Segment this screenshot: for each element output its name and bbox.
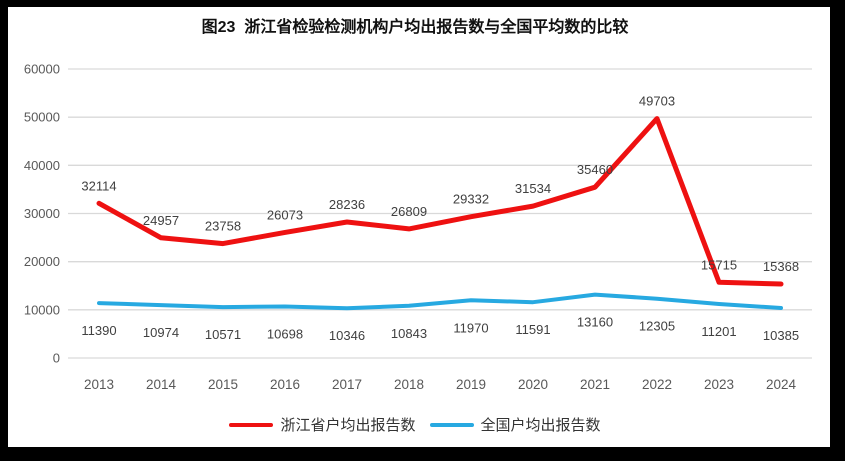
series-line-0	[96, 116, 784, 287]
x-axis-tick-label: 2015	[208, 377, 238, 392]
data-label: 35460	[577, 162, 613, 177]
x-axis-tick-label: 2019	[456, 377, 486, 392]
x-axis-tick-label: 2014	[146, 377, 177, 392]
data-label: 10571	[205, 327, 241, 342]
legend: 浙江省户均出报告数 全国户均出报告数	[0, 414, 830, 435]
y-axis-tick-label: 30000	[24, 206, 60, 221]
x-axis-tick-label: 2013	[84, 377, 114, 392]
data-label: 26073	[267, 207, 303, 222]
y-axis-tick-label: 60000	[24, 62, 60, 77]
data-label: 10346	[329, 328, 365, 343]
legend-label-zhejiang: 浙江省户均出报告数	[280, 417, 416, 434]
data-label: 13160	[577, 315, 613, 330]
x-axis-tick-label: 2018	[394, 377, 424, 392]
y-axis-tick-label: 0	[53, 351, 60, 366]
x-axis-tick-label: 2017	[332, 377, 362, 392]
data-label: 49703	[639, 94, 675, 109]
data-label: 31534	[515, 181, 551, 196]
x-axis-tick-label: 2023	[704, 377, 734, 392]
data-label: 15368	[763, 259, 799, 274]
x-axis-tick-label: 2020	[518, 377, 548, 392]
data-label: 10385	[763, 328, 799, 343]
data-label: 32114	[81, 178, 116, 193]
data-label: 12305	[639, 319, 675, 334]
x-axis-tick-label: 2016	[270, 377, 300, 392]
data-label: 11390	[81, 323, 116, 338]
data-label: 29332	[453, 192, 489, 207]
y-axis-tick-label: 10000	[24, 302, 60, 317]
data-label: 23758	[205, 219, 241, 234]
data-label: 28236	[329, 197, 365, 212]
x-axis-tick-label: 2022	[642, 377, 672, 392]
x-axis-tick-label: 2021	[580, 377, 610, 392]
data-label: 11201	[701, 324, 736, 339]
legend-item-national: 全国户均出报告数	[429, 414, 601, 435]
data-label: 24957	[143, 213, 179, 228]
chart-title: 图23 浙江省检验检测机构户均出报告数与全国平均数的比较	[201, 19, 629, 36]
data-label: 10974	[143, 325, 179, 340]
data-label: 10843	[391, 326, 427, 341]
legend-label-national: 全国户均出报告数	[480, 417, 601, 434]
series-line-1	[97, 292, 783, 311]
legend-item-zhejiang: 浙江省户均出报告数	[229, 414, 416, 435]
data-label: 26809	[391, 204, 427, 219]
data-label: 10698	[267, 327, 303, 342]
data-label: 11970	[453, 320, 488, 335]
y-axis-tick-label: 20000	[24, 254, 60, 269]
legend-swatch-red-line	[229, 422, 274, 427]
data-label: 11591	[515, 322, 550, 337]
x-axis-tick-label: 2024	[766, 377, 797, 392]
y-axis-tick-label: 50000	[24, 110, 60, 125]
y-axis-tick-label: 40000	[24, 158, 60, 173]
legend-swatch-blue-line	[429, 422, 474, 427]
data-label: 15715	[701, 257, 737, 272]
